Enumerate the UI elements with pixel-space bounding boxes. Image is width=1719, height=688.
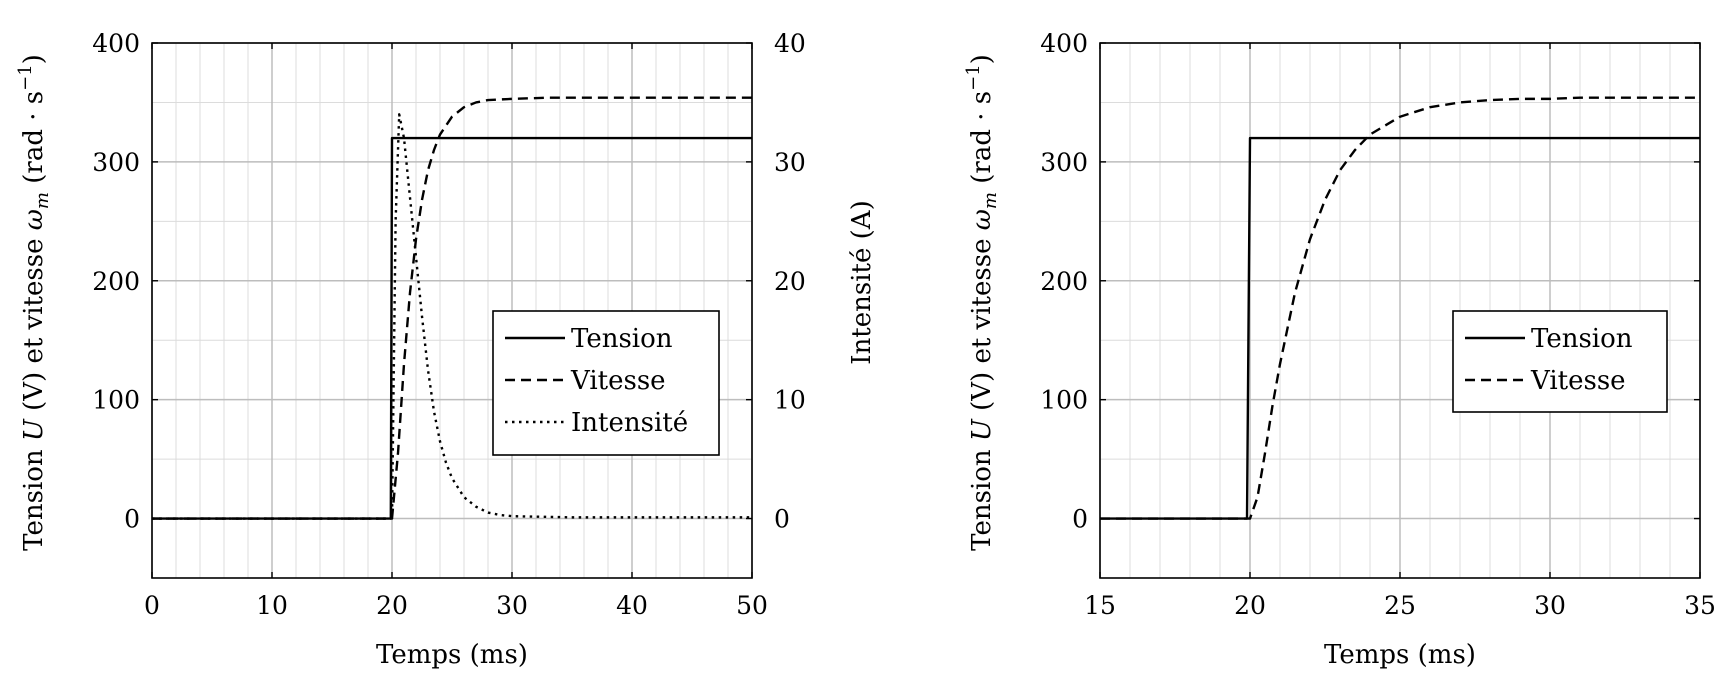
legend-label-vitesse: Vitesse — [570, 366, 666, 396]
y2-tick-label: 0 — [774, 505, 790, 534]
y-tick-label: 300 — [1040, 148, 1088, 177]
legend-box — [1452, 310, 1668, 413]
y-tick-label: 200 — [1040, 267, 1088, 296]
y-label-part: (V) et vitesse — [19, 230, 49, 419]
x-tick-label: 30 — [496, 591, 528, 620]
x-tick-label: 40 — [616, 591, 648, 620]
y-label-symbol-omega: ω — [967, 209, 997, 230]
y-tick-label: 0 — [1072, 505, 1088, 534]
y-label-symbol-u: U — [19, 418, 49, 441]
y-tick-label: 100 — [92, 386, 140, 415]
x-tick-label: 30 — [1534, 591, 1566, 620]
y-label-symbol-u: U — [967, 418, 997, 441]
y-tick-label: 300 — [92, 148, 140, 177]
legend-label-intensité: Intensité — [571, 408, 688, 438]
x-tick-label: 15 — [1084, 591, 1116, 620]
y-label-superscript: −1 — [963, 64, 984, 91]
legend-label-vitesse: Vitesse — [1530, 366, 1626, 396]
y2-tick-label: 30 — [774, 148, 806, 177]
x-tick-label: 35 — [1684, 591, 1716, 620]
x-axis-label: Temps (ms) — [376, 640, 528, 670]
y-label-part: ) — [967, 54, 997, 64]
y-tick-label: 400 — [1040, 29, 1088, 58]
plot-frame — [151, 42, 753, 579]
y2-axis-label: Intensité (A) — [847, 200, 877, 364]
y-axis-label: Tension U (V) et vitesse ωm (rad · s−1) — [15, 54, 53, 551]
x-tick-label: 10 — [256, 591, 288, 620]
y-label-part: (rad · s — [19, 91, 49, 192]
legend-label-tension: Tension — [1531, 324, 1633, 354]
y-tick-label: 0 — [124, 505, 140, 534]
series-line-vitesse — [1100, 96, 1700, 520]
x-tick-label: 50 — [736, 591, 768, 620]
x-tick-label: 0 — [144, 591, 160, 620]
legend-label-tension: Tension — [571, 324, 673, 354]
y-label-subscript: m — [32, 192, 53, 209]
y-tick-label: 200 — [92, 267, 140, 296]
x-axis-label: Temps (ms) — [1324, 640, 1476, 670]
y-label-subscript: m — [980, 192, 1001, 209]
y2-tick-label: 10 — [774, 386, 806, 415]
y-label-part: Tension — [967, 441, 997, 551]
x-tick-label: 20 — [376, 591, 408, 620]
y2-tick-label: 40 — [774, 29, 806, 58]
y-label-part: ) — [19, 54, 49, 64]
y-label-superscript: −1 — [15, 64, 36, 91]
y-label-part: (rad · s — [967, 91, 997, 192]
x-tick-label: 25 — [1384, 591, 1416, 620]
chart-1: 0 10 20 30 40 50 0 100 200 300 400 0 10 20 30 40 Temps (… — [15, 29, 877, 670]
y2-tick-label: 20 — [774, 267, 806, 296]
series-line-vitesse — [152, 96, 752, 520]
legend-box — [492, 310, 720, 456]
x-tick-label: 20 — [1234, 591, 1266, 620]
chart-2: 15 20 25 30 35 0 100 200 300 400 Temps (ms) Tension… — [963, 29, 1716, 670]
y-label-part: Tension — [19, 441, 49, 551]
y-tick-label: 400 — [92, 29, 140, 58]
y-label-part: (V) et vitesse — [967, 230, 997, 419]
y-label-symbol-omega: ω — [19, 209, 49, 230]
y-tick-label: 100 — [1040, 386, 1088, 415]
y-axis-label: Tension U (V) et vitesse ωm (rad · s−1) — [963, 54, 1001, 551]
